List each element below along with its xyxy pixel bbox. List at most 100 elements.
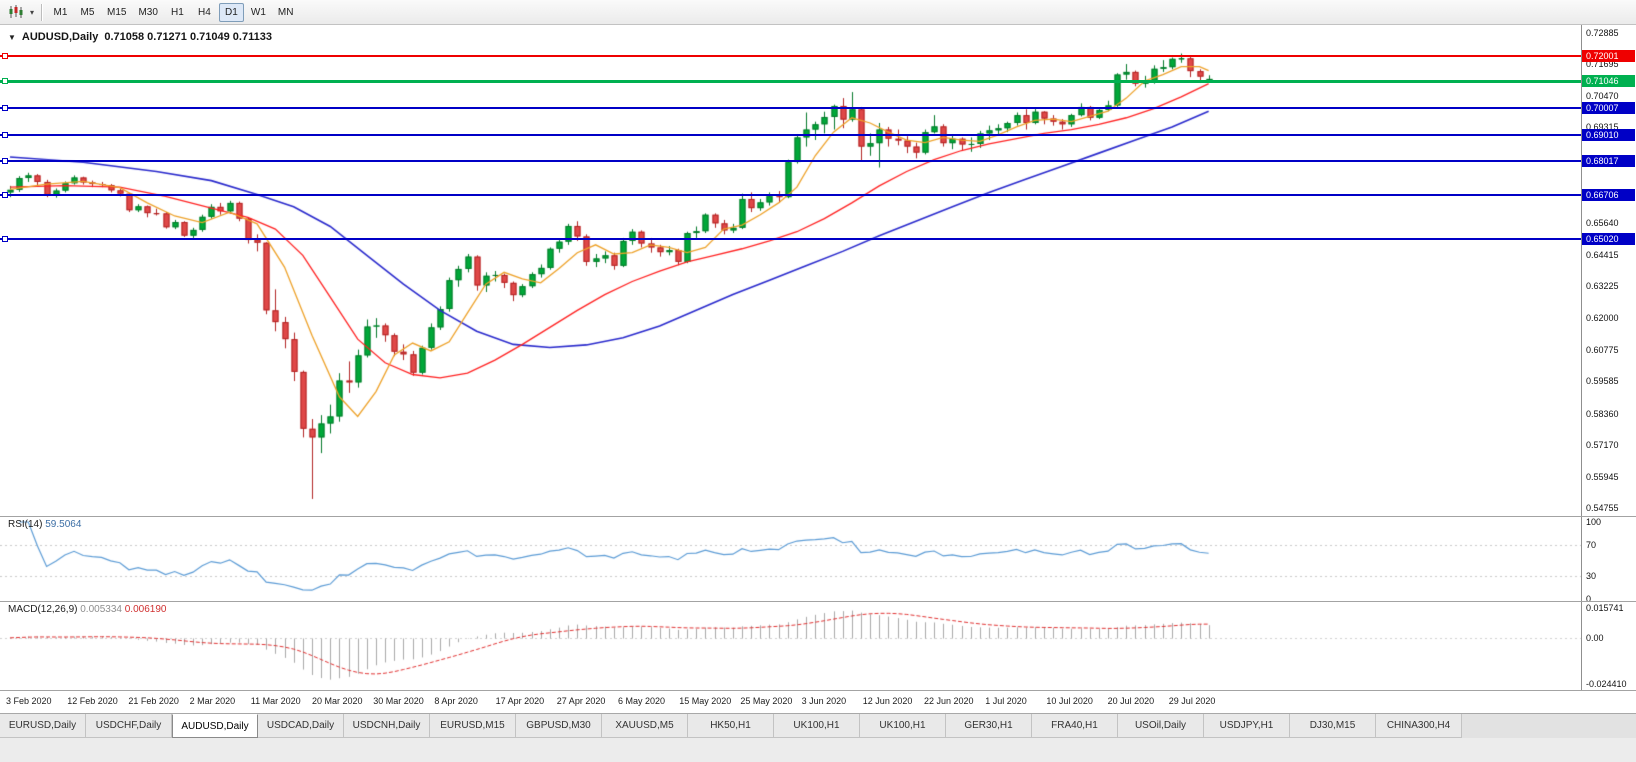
price-grid-label: 0.69315: [1586, 121, 1619, 132]
timeframe-h1[interactable]: H1: [171, 6, 184, 18]
support-line-069010-handle[interactable]: [2, 131, 8, 138]
support-line-066706-handle[interactable]: [2, 191, 8, 198]
tab-uk100-h1[interactable]: UK100,H1: [860, 714, 946, 738]
date-tick-label: 2 Mar 2020: [189, 696, 236, 706]
support-line-068017[interactable]: [0, 159, 1581, 162]
resistance-line-072001-price-label: 0.72001: [1582, 50, 1635, 63]
rsi-tick-label: 0: [1586, 594, 1592, 604]
support-line-065020-handle[interactable]: [2, 236, 8, 243]
macd-label: MACD(12,26,9) 0.005334 0.006190: [8, 604, 166, 615]
rsi-panel-canvas[interactable]: [0, 517, 1581, 601]
support-line-071046-price-label: 0.71046: [1582, 75, 1635, 88]
tab-usdchf-daily[interactable]: USDCHF,Daily: [86, 714, 172, 738]
price-chart-canvas[interactable]: [0, 26, 1581, 516]
tab-hk50-h1[interactable]: HK50,H1: [688, 714, 774, 738]
date-tick-label: 30 Mar 2020: [373, 696, 424, 706]
date-tick-label: 10 Jul 2020: [1046, 696, 1093, 706]
chart-tabs-bar: EURUSD,Daily USDCHF,Daily AUDUSD,Daily USDC…: [0, 713, 1636, 738]
timeframe-button-group: M1 M5 M15 M30 H1 H4 D1 W1 MN: [48, 2, 300, 22]
date-tick-label: 20 Mar 2020: [312, 696, 363, 706]
support-line-069010[interactable]: [0, 133, 1581, 136]
date-tick-label: 6 May 2020: [618, 696, 666, 706]
timeframe-mn[interactable]: MN: [277, 6, 294, 18]
date-tick-label: 21 Feb 2020: [128, 696, 179, 706]
support-line-069010-price-label: 0.69010: [1582, 128, 1635, 141]
candlestick-chart-icon[interactable]: [4, 2, 26, 22]
chart-type-dropdown-caret-icon[interactable]: ▾: [29, 7, 34, 17]
price-grid-label: 0.54755: [1586, 503, 1619, 513]
price-grid-label: 0.63225: [1586, 281, 1619, 292]
macd-main-value: 0.005334: [80, 604, 122, 615]
support-line-071046[interactable]: [0, 79, 1581, 83]
chart-area: ▼ AUDUSD,Daily 0.71058 0.71271 0.71049 0…: [0, 25, 1636, 713]
tab-china300-h4[interactable]: CHINA300,H4: [1376, 714, 1462, 738]
macd-tick-label: 0.00: [1586, 632, 1604, 643]
date-tick-label: 27 Apr 2020: [556, 696, 606, 706]
tab-gbpusd-m30[interactable]: GBPUSD,M30: [516, 714, 602, 738]
resistance-line-072001[interactable]: [0, 55, 1581, 58]
date-tick-label: 29 Jul 2020: [1168, 696, 1216, 706]
tab-ger30-h1[interactable]: GER30,H1: [946, 714, 1032, 738]
price-grid-label: 0.55945: [1586, 471, 1619, 482]
time-axis[interactable]: 3 Feb 2020 12 Feb 2020 21 Feb 2020 2 Mar 20…: [0, 691, 1636, 713]
tab-eurusd-m15[interactable]: EURUSD,M15: [430, 714, 516, 738]
date-tick-label: 11 Mar 2020: [250, 696, 301, 706]
timeframe-m5[interactable]: M5: [80, 6, 95, 18]
timeframe-h4[interactable]: H4: [198, 6, 211, 18]
tab-audusd-daily[interactable]: AUDUSD,Daily: [172, 714, 258, 738]
macd-panel-canvas[interactable]: [0, 602, 1581, 690]
date-tick-label: 3 Feb 2020: [6, 696, 52, 706]
support-line-066706[interactable]: [0, 193, 1581, 196]
macd-tick-label: 0.015741: [1586, 603, 1624, 613]
rsi-macd-separator[interactable]: [0, 601, 1636, 602]
tab-usdcad-daily[interactable]: USDCAD,Daily: [258, 714, 344, 738]
main-rsi-separator[interactable]: [0, 516, 1636, 517]
collapse-triangle-icon[interactable]: ▼: [8, 32, 16, 42]
tab-uk100-h1[interactable]: UK100,H1: [774, 714, 860, 738]
rsi-tick-label: 100: [1586, 517, 1602, 527]
price-grid-label: 0.72885: [1586, 28, 1619, 38]
date-tick-label: 25 May 2020: [740, 696, 793, 706]
timeframe-m15[interactable]: M15: [107, 6, 127, 18]
tab-usdcnh-daily[interactable]: USDCNH,Daily: [344, 714, 430, 738]
tab-dj30-m15[interactable]: DJ30,M15: [1290, 714, 1376, 738]
timeframe-m1[interactable]: M1: [53, 6, 68, 18]
price-grid-label: 0.65640: [1586, 217, 1619, 228]
price-grid-label: 0.62000: [1586, 313, 1619, 324]
support-line-071046-handle[interactable]: [2, 78, 8, 85]
rsi-tick-label: 70: [1586, 540, 1597, 551]
date-tick-label: 22 Jun 2020: [924, 696, 974, 706]
support-line-065020-price-label: 0.65020: [1582, 233, 1635, 246]
tab-eurusd-daily[interactable]: EURUSD,Daily: [0, 714, 86, 738]
price-axis-border: [1581, 25, 1582, 691]
date-tick-label: 12 Feb 2020: [67, 696, 118, 706]
timeframe-m30[interactable]: M30: [138, 6, 158, 18]
rsi-label: RSI(14) 59.5064: [8, 519, 81, 530]
price-grid-label: 0.59585: [1586, 376, 1619, 387]
tab-usoil-daily[interactable]: USOil,Daily: [1118, 714, 1204, 738]
tab-xauusd-m5[interactable]: XAUUSD,M5: [602, 714, 688, 738]
date-tick-label: 15 May 2020: [679, 696, 732, 706]
support-line-070007-handle[interactable]: [2, 105, 8, 112]
date-tick-label: 12 Jun 2020: [862, 696, 913, 706]
resistance-line-072001-handle[interactable]: [2, 53, 8, 60]
support-line-068017-handle[interactable]: [2, 157, 8, 164]
price-grid-label: 0.71695: [1586, 59, 1619, 70]
tab-usdjpy-h1[interactable]: USDJPY,H1: [1204, 714, 1290, 738]
candlestick-icon-glyph: [9, 5, 22, 18]
timeframe-w1[interactable]: W1: [250, 6, 266, 18]
macd-tick-label: -0.024410: [1586, 679, 1627, 690]
rsi-value: 59.5064: [45, 519, 82, 530]
macd-name: MACD(12,26,9): [8, 604, 78, 615]
timeframe-d1[interactable]: D1: [218, 2, 244, 22]
support-line-065020[interactable]: [0, 238, 1581, 241]
price-grid-label: 0.70470: [1586, 91, 1619, 102]
tab-fra40-h1[interactable]: FRA40,H1: [1032, 714, 1118, 738]
timeframe-toolbar: ▾ M1 M5 M15 M30 H1 H4 D1 W1 MN: [0, 0, 1636, 25]
price-axis[interactable]: 0.72885 0.71695 0.70470 0.69315 0.65640 0.644…: [1582, 25, 1636, 691]
price-grid-label: 0.58360: [1586, 408, 1619, 419]
rsi-name: RSI(14): [8, 519, 43, 530]
price-grid-label: 0.57170: [1586, 439, 1619, 450]
support-line-070007[interactable]: [0, 107, 1581, 110]
